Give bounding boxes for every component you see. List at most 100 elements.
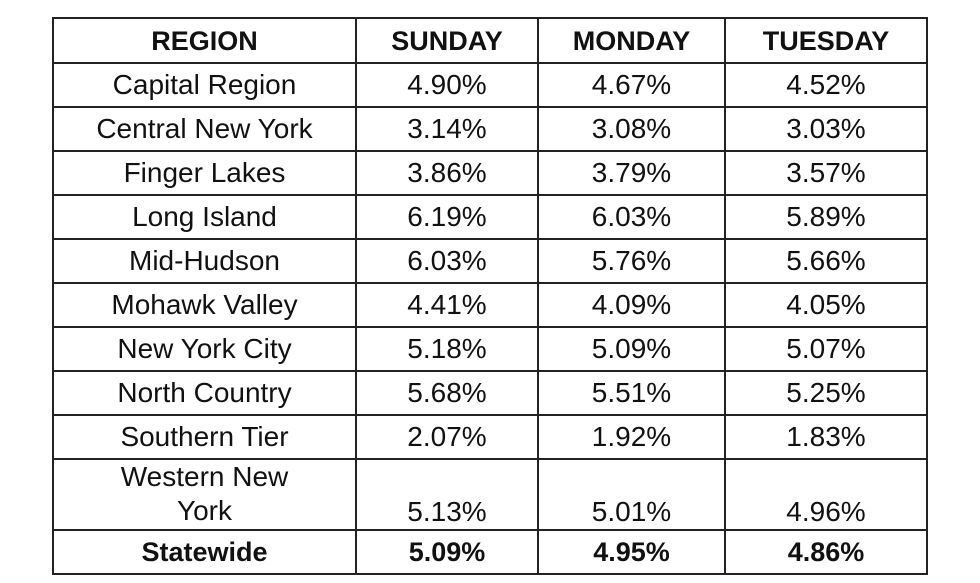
cell-text: 4.96%: [786, 496, 866, 527]
cell-text: 5.68%: [407, 376, 487, 408]
value-cell: 5.76%: [537, 238, 726, 284]
cell-text: 5.66%: [786, 244, 866, 276]
cell-text: 4.95%: [593, 536, 670, 567]
value-cell: 3.03%: [724, 106, 928, 152]
cell-text: Long Island: [132, 200, 277, 232]
value-cell: 1.92%: [537, 414, 726, 460]
cell-text: 5.07%: [786, 332, 866, 364]
header-cell: TUESDAY: [724, 17, 928, 64]
region-cell: Mohawk Valley: [52, 282, 357, 328]
value-cell: 3.14%: [355, 106, 539, 152]
cell-text: Western New York: [120, 461, 289, 526]
table-row: Central New York 3.14% 3.08% 3.03%: [52, 106, 928, 152]
cell-text: 1.92%: [591, 420, 672, 452]
value-cell: 5.01%: [537, 458, 726, 531]
region-cell: Finger Lakes: [52, 150, 357, 196]
cell-text: Mohawk Valley: [111, 288, 298, 320]
value-cell: 4.86%: [724, 529, 928, 575]
cell-text: Central New York: [96, 112, 313, 144]
value-cell: 2.07%: [355, 414, 539, 460]
value-cell: 5.18%: [355, 326, 539, 372]
cell-text: 5.13%: [407, 496, 487, 527]
table-row: Mid-Hudson 6.03% 5.76% 5.66%: [52, 238, 928, 284]
value-cell: 6.19%: [355, 194, 539, 240]
region-cell: Long Island: [52, 194, 357, 240]
region-cell: Statewide: [52, 529, 357, 575]
value-cell: 4.67%: [537, 62, 726, 108]
table-row: Statewide 5.09% 4.95% 4.86%: [52, 529, 928, 575]
table-row: Capital Region 4.90% 4.67% 4.52%: [52, 62, 928, 108]
cell-text: 6.03%: [591, 200, 672, 232]
cell-text: 3.79%: [591, 156, 672, 188]
value-cell: 4.96%: [724, 458, 928, 531]
cell-text: 3.03%: [786, 112, 866, 144]
region-cell: Capital Region: [52, 62, 357, 108]
cell-text: Mid-Hudson: [129, 244, 280, 276]
value-cell: 3.57%: [724, 150, 928, 196]
cell-text: 5.09%: [591, 332, 672, 364]
cell-text: 3.08%: [591, 112, 672, 144]
cell-text: North Country: [117, 376, 292, 408]
table-row: Finger Lakes 3.86% 3.79% 3.57%: [52, 150, 928, 196]
value-cell: 5.51%: [537, 370, 726, 416]
cell-text: 5.76%: [591, 244, 672, 276]
header-cell: MONDAY: [537, 17, 726, 64]
cell-text: 4.52%: [786, 68, 866, 100]
cell-text: Statewide: [141, 536, 268, 567]
cell-text: 4.67%: [591, 68, 672, 100]
cell-text: 6.03%: [407, 244, 487, 276]
value-cell: 1.83%: [724, 414, 928, 460]
value-cell: 3.08%: [537, 106, 726, 152]
cell-text: 4.05%: [786, 288, 866, 320]
value-cell: 3.86%: [355, 150, 539, 196]
cell-text: 4.86%: [787, 536, 865, 567]
value-cell: 5.09%: [537, 326, 726, 372]
value-cell: 5.25%: [724, 370, 928, 416]
value-cell: 3.79%: [537, 150, 726, 196]
cell-text: 5.89%: [786, 200, 866, 232]
value-cell: 5.89%: [724, 194, 928, 240]
cell-text: 4.41%: [407, 288, 487, 320]
header-cell: SUNDAY: [355, 17, 539, 64]
data-table: REGION SUNDAY MONDAY TUESDAY Capital Region…: [52, 17, 928, 575]
cell-text: 5.18%: [407, 332, 487, 364]
cell-text: New York City: [117, 332, 292, 364]
cell-text: 2.07%: [407, 420, 487, 452]
cell-text: 5.01%: [591, 496, 672, 527]
cell-text: 3.14%: [407, 112, 487, 144]
cell-text: 4.09%: [591, 288, 672, 320]
region-cell: Western New York: [52, 458, 357, 531]
cell-text: 1.83%: [786, 420, 866, 452]
header-cell: REGION: [52, 17, 357, 64]
region-cell: North Country: [52, 370, 357, 416]
cell-text: Capital Region: [112, 68, 297, 100]
cell-text: 5.09%: [408, 536, 486, 567]
cell-text: 3.57%: [786, 156, 866, 188]
cell-text: Southern Tier: [120, 420, 289, 452]
table-row: North Country 5.68% 5.51% 5.25%: [52, 370, 928, 416]
cell-text: 6.19%: [407, 200, 487, 232]
value-cell: 4.41%: [355, 282, 539, 328]
value-cell: 5.66%: [724, 238, 928, 284]
value-cell: 4.90%: [355, 62, 539, 108]
cell-text: 5.51%: [591, 376, 672, 408]
table-row: Western New York 5.13% 5.01% 4.96%: [52, 458, 928, 531]
value-cell: 5.68%: [355, 370, 539, 416]
region-cell: Southern Tier: [52, 414, 357, 460]
value-cell: 4.95%: [537, 529, 726, 575]
value-cell: 5.09%: [355, 529, 539, 575]
cell-text: 4.90%: [407, 68, 487, 100]
value-cell: 4.09%: [537, 282, 726, 328]
header-row: REGION SUNDAY MONDAY TUESDAY: [52, 17, 928, 64]
value-cell: 6.03%: [537, 194, 726, 240]
region-cell: Mid-Hudson: [52, 238, 357, 284]
cell-text: Finger Lakes: [123, 156, 286, 188]
region-cell: Central New York: [52, 106, 357, 152]
value-cell: 5.13%: [355, 458, 539, 531]
table-row: Long Island 6.19% 6.03% 5.89%: [52, 194, 928, 240]
table-body: Capital Region 4.90% 4.67% 4.52% Central New…: [52, 62, 928, 575]
table-row: New York City 5.18% 5.09% 5.07%: [52, 326, 928, 372]
value-cell: 5.07%: [724, 326, 928, 372]
region-cell: New York City: [52, 326, 357, 372]
